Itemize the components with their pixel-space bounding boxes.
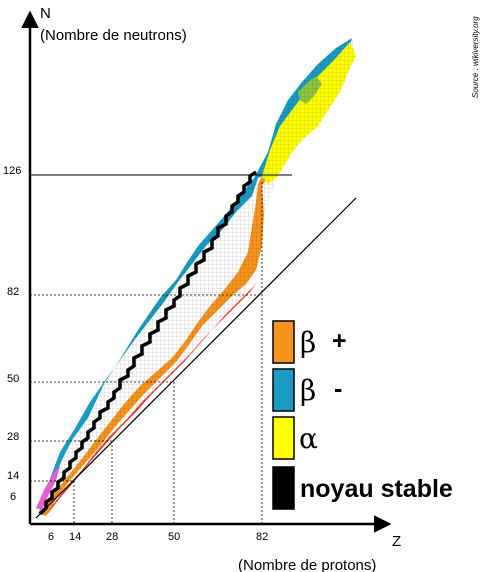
region-red-fringe: [46, 278, 260, 516]
y-tick-labels: 6 14 28 50 82 126: [3, 165, 21, 503]
legend-item-stable: noyau stable: [272, 466, 453, 510]
x-tick-14: 14: [69, 531, 81, 543]
y-axis-caption: (Nombre de neutrons): [40, 27, 187, 44]
y-tick-126: 126: [3, 165, 21, 177]
legend-swatch-stable: [272, 466, 295, 510]
y-tick-28: 28: [7, 431, 19, 443]
x-tick-28: 28: [106, 531, 118, 543]
axes: [21, 10, 392, 533]
y-tick-50: 50: [7, 373, 19, 385]
source-note: Source : wikiversity.org: [471, 16, 480, 98]
x-axis-letter: Z: [392, 533, 401, 550]
cell-grid: [38, 38, 356, 516]
x-tick-82: 82: [256, 531, 268, 543]
legend-item-beta-minus: β -: [272, 368, 342, 412]
legend-suffix-beta-minus: -: [334, 375, 342, 403]
legend-swatch-alpha: [272, 416, 295, 460]
x-tick-50: 50: [168, 531, 180, 543]
legend-label-stable: noyau stable: [300, 475, 453, 503]
legend-swatch-beta-plus: [272, 320, 295, 364]
guide-lines: [30, 174, 357, 524]
y-axis-letter: N: [40, 5, 51, 22]
legend-item-alpha: α: [272, 416, 318, 460]
line-n-equals-z: [35, 197, 357, 519]
legend-swatch-beta-minus: [272, 368, 295, 412]
x-axis-caption: (Nombre de protons): [238, 557, 376, 572]
x-tick-6: 6: [48, 531, 54, 543]
legend-symbol-beta-plus: β: [300, 326, 316, 359]
stable-nuclei-line: [38, 170, 257, 516]
legend-symbol-beta-minus: β: [300, 374, 316, 407]
legend-item-beta-plus: β +: [272, 320, 347, 364]
nuclide-band: [36, 38, 356, 516]
y-tick-82: 82: [7, 286, 19, 298]
legend-symbol-alpha: α: [299, 422, 318, 455]
y-tick-6: 6: [10, 491, 16, 503]
region-pink-fringe: [36, 466, 60, 510]
x-tick-labels: 6 14 28 50 82: [48, 531, 268, 543]
legend-suffix-beta-plus: +: [332, 327, 347, 355]
y-tick-14: 14: [7, 470, 19, 482]
legend: β + β - α noyau stable: [272, 320, 453, 510]
